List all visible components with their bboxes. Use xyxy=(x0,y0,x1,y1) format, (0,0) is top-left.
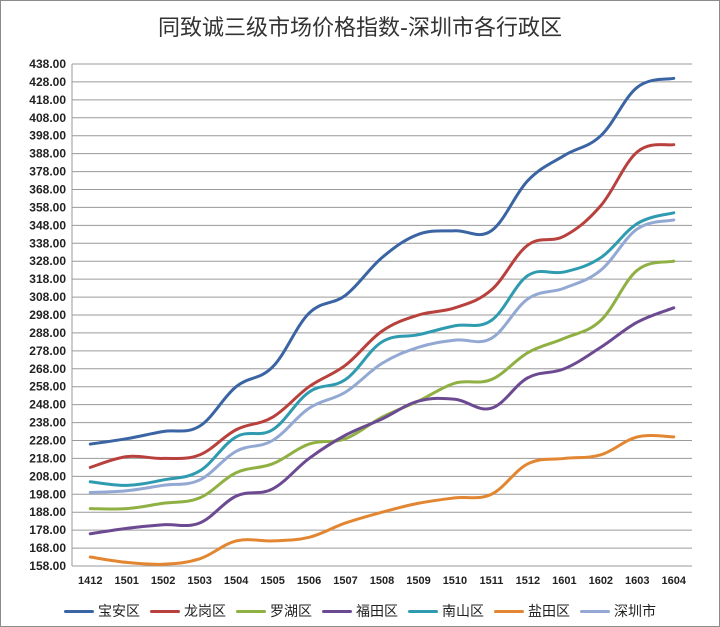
legend-label: 宝安区 xyxy=(98,604,140,620)
legend-label: 盐田区 xyxy=(528,604,570,620)
y-tick-label: 428.00 xyxy=(29,75,66,89)
x-tick-label: 1602 xyxy=(589,575,613,587)
x-tick-label: 1505 xyxy=(260,575,284,587)
y-axis-ticks: 158.00 168.00 178.00 188.00 198.00 208.00 218.… xyxy=(29,57,66,573)
y-tick-label: 188.00 xyxy=(29,505,66,519)
x-tick-label: 1502 xyxy=(151,575,175,587)
x-tick-label: 1412 xyxy=(78,575,102,587)
legend-swatch xyxy=(64,609,94,613)
x-tick-label: 1512 xyxy=(516,575,540,587)
legend-swatch xyxy=(408,609,438,613)
legend-label: 罗湖区 xyxy=(270,604,312,620)
y-tick-label: 378.00 xyxy=(29,165,66,179)
x-axis-ticks: 1412 1501 1502 1503 1504 1505 1506 1507 1508 1509… xyxy=(78,575,687,587)
y-tick-label: 268.00 xyxy=(29,362,66,376)
legend-label: 福田区 xyxy=(356,604,398,620)
legend-swatch xyxy=(580,609,610,613)
x-tick-label: 1601 xyxy=(552,575,576,587)
x-tick-label: 1508 xyxy=(370,575,394,587)
x-tick-label: 1510 xyxy=(443,575,467,587)
legend-item: 南山区 xyxy=(408,601,484,621)
legend-item: 福田区 xyxy=(322,601,398,621)
y-tick-label: 318.00 xyxy=(29,272,66,286)
y-tick-label: 288.00 xyxy=(29,326,66,340)
legend-item: 宝安区 xyxy=(64,601,140,621)
y-tick-label: 228.00 xyxy=(29,434,66,448)
legend: 宝安区 龙岗区 罗湖区 福田区 南山区 盐田区 深圳市 xyxy=(0,598,720,624)
y-tick-label: 328.00 xyxy=(29,254,66,268)
y-tick-label: 258.00 xyxy=(29,380,66,394)
y-tick-label: 218.00 xyxy=(29,451,66,465)
legend-item: 龙岗区 xyxy=(150,601,226,621)
y-tick-label: 438.00 xyxy=(29,57,66,71)
y-tick-label: 348.00 xyxy=(29,218,66,232)
y-tick-label: 358.00 xyxy=(29,200,66,214)
y-tick-label: 298.00 xyxy=(29,308,66,322)
series-line-4 xyxy=(88,211,676,487)
y-tick-label: 398.00 xyxy=(29,129,66,143)
series-line-2 xyxy=(88,259,676,511)
legend-item: 罗湖区 xyxy=(236,601,312,621)
y-tick-label: 388.00 xyxy=(29,147,66,161)
series-line-1 xyxy=(88,143,676,469)
x-tick-label: 1503 xyxy=(187,575,211,587)
y-tick-label: 208.00 xyxy=(29,469,66,483)
series-line-6 xyxy=(88,218,676,494)
x-tick-label: 1507 xyxy=(333,575,357,587)
gridlines xyxy=(71,63,692,567)
x-tick-label: 1603 xyxy=(625,575,649,587)
legend-swatch xyxy=(150,609,180,613)
y-tick-label: 168.00 xyxy=(29,541,66,555)
x-tick-label: 1511 xyxy=(479,575,503,587)
y-tick-label: 248.00 xyxy=(29,398,66,412)
x-tick-label: 1506 xyxy=(297,575,321,587)
x-tick-label: 1504 xyxy=(224,575,249,587)
y-tick-label: 418.00 xyxy=(29,93,66,107)
y-tick-label: 238.00 xyxy=(29,416,66,430)
y-tick-label: 338.00 xyxy=(29,236,66,250)
legend-swatch xyxy=(236,609,266,613)
legend-item: 深圳市 xyxy=(580,601,656,621)
series-lines xyxy=(88,76,676,566)
legend-label: 深圳市 xyxy=(614,604,656,620)
series-line-0 xyxy=(88,76,676,446)
legend-label: 南山区 xyxy=(442,604,484,620)
series-line-5 xyxy=(88,433,676,566)
y-tick-label: 278.00 xyxy=(29,344,66,358)
series-line-3 xyxy=(88,306,676,536)
legend-swatch xyxy=(322,609,352,613)
y-tick-label: 198.00 xyxy=(29,487,66,501)
y-tick-label: 368.00 xyxy=(29,183,66,197)
y-tick-label: 178.00 xyxy=(29,523,66,537)
y-tick-label: 158.00 xyxy=(29,559,66,573)
legend-swatch xyxy=(494,609,524,613)
y-tick-label: 308.00 xyxy=(29,290,66,304)
x-tick-label: 1509 xyxy=(406,575,430,587)
y-tick-label: 408.00 xyxy=(29,111,66,125)
x-tick-label: 1604 xyxy=(662,575,687,587)
x-tick-label: 1501 xyxy=(114,575,138,587)
legend-label: 龙岗区 xyxy=(184,604,226,620)
chart-title: 同致诚三级市场价格指数-深圳市各行政区 xyxy=(158,16,562,41)
legend-item: 盐田区 xyxy=(494,601,570,621)
